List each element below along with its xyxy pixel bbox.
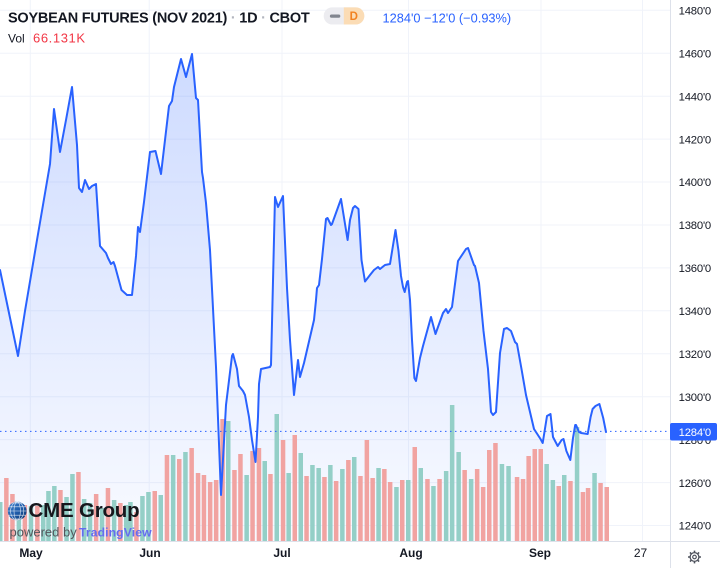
svg-text:1284'0: 1284'0: [679, 427, 711, 439]
svg-text:1340'0: 1340'0: [679, 306, 711, 318]
svg-text:1380'0: 1380'0: [679, 220, 711, 232]
svg-text:Sep: Sep: [529, 546, 551, 560]
svg-text:Aug: Aug: [399, 546, 422, 560]
svg-text:1284'0 −12'0 (−0.93%): 1284'0 −12'0 (−0.93%): [383, 11, 512, 26]
svg-text:1400'0: 1400'0: [679, 177, 711, 189]
svg-text:TradingView: TradingView: [79, 526, 152, 540]
svg-text:Jun: Jun: [139, 546, 160, 560]
svg-text:1240'0: 1240'0: [679, 521, 711, 533]
svg-text:Jul: Jul: [273, 546, 290, 560]
svg-text:Vol: Vol: [8, 32, 25, 46]
svg-text:1480'0: 1480'0: [679, 6, 711, 18]
svg-text:1460'0: 1460'0: [679, 48, 711, 60]
svg-text:66.131K: 66.131K: [33, 31, 86, 46]
svg-text:1440'0: 1440'0: [679, 91, 711, 103]
svg-text:CME Group: CME Group: [29, 499, 140, 522]
svg-text:D: D: [350, 11, 358, 23]
svg-text:1320'0: 1320'0: [679, 349, 711, 361]
svg-text:1300'0: 1300'0: [679, 392, 711, 404]
svg-text:1260'0: 1260'0: [679, 478, 711, 490]
svg-text:powered by: powered by: [10, 525, 78, 540]
svg-text:May: May: [19, 546, 43, 560]
svg-text:SOYBEAN FUTURES (NOV 2021) · 1: SOYBEAN FUTURES (NOV 2021) · 1D · CBOT: [8, 11, 310, 27]
svg-text:1360'0: 1360'0: [679, 263, 711, 275]
svg-text:1420'0: 1420'0: [679, 134, 711, 146]
svg-text:27: 27: [634, 546, 648, 560]
